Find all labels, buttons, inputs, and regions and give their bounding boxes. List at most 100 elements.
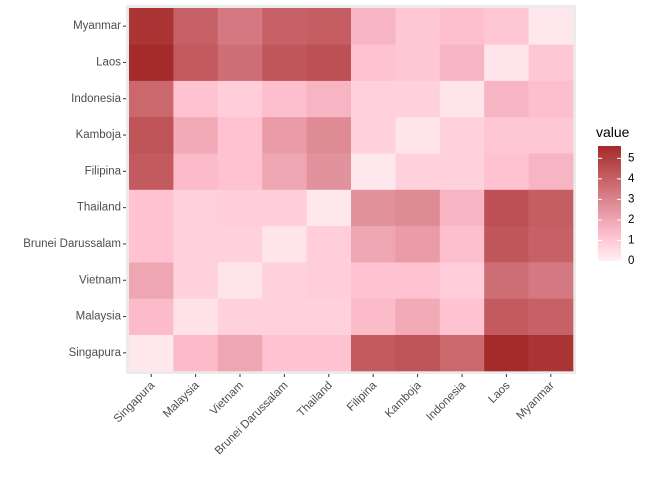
heatmap-cell-5-9: [528, 153, 574, 190]
x-tick-label: Malaysia: [161, 379, 202, 420]
legend-colorbar: [598, 146, 621, 261]
x-tick-label: Filipina: [345, 379, 380, 414]
heatmap-cell-8-9: [528, 44, 574, 81]
heatmap-cell-1-9: [528, 298, 574, 335]
heatmap-cell-9-6: [395, 8, 441, 45]
y-tick-label: Vietnam: [79, 274, 121, 286]
heatmap-cell-3-7: [439, 225, 485, 263]
heatmap-cell-8-4: [306, 44, 352, 81]
heatmap-cell-5-7: [439, 153, 485, 190]
x-tick-label: Kamboja: [383, 379, 424, 420]
heatmap-cell-9-2: [217, 8, 263, 45]
heatmap-cell-5-3: [262, 153, 307, 190]
heatmap-cell-7-2: [217, 80, 263, 118]
y-tick-label: Brunei Darussalam: [23, 238, 121, 250]
legend-title: value: [596, 124, 630, 140]
heatmap-cell-0-7: [439, 334, 485, 372]
heatmap-cell-7-3: [262, 80, 307, 118]
legend-tick-label: 2: [628, 214, 634, 226]
heatmap-cell-6-3: [262, 116, 307, 154]
heatmap-cell-0-9: [528, 334, 574, 372]
heatmap-cell-0-2: [217, 334, 263, 372]
heatmap-cell-3-1: [173, 225, 219, 263]
heatmap-cell-1-3: [262, 298, 307, 335]
heatmap-cell-7-5: [351, 80, 396, 118]
heatmap-cell-2-9: [528, 262, 574, 299]
heatmap-cell-9-1: [173, 8, 219, 45]
x-tick-label: Vietnam: [208, 380, 246, 418]
heatmap-cell-3-2: [217, 225, 263, 263]
heatmap-cell-1-4: [306, 298, 352, 335]
heatmap-cell-7-7: [439, 80, 485, 118]
heatmap-cell-5-6: [395, 153, 441, 190]
heatmap-cell-2-3: [262, 262, 307, 299]
heatmap-cell-2-1: [173, 262, 219, 299]
heatmap-cell-8-5: [351, 44, 396, 81]
heatmap-cell-4-2: [217, 189, 263, 227]
heatmap-cell-0-6: [395, 334, 441, 372]
y-tick-label: Indonesia: [71, 93, 121, 105]
heatmap-cell-4-9: [528, 189, 574, 227]
heatmap-cell-4-7: [439, 189, 485, 227]
heatmap-cell-6-1: [173, 116, 219, 154]
heatmap-cell-5-5: [351, 153, 396, 190]
legend: value 0 1 2 3 4 5: [596, 124, 635, 267]
heatmap-cell-3-0: [129, 225, 174, 263]
heatmap-cell-6-2: [217, 116, 263, 154]
heatmap-cell-2-8: [484, 262, 529, 299]
legend-tick-label: 0: [628, 255, 634, 267]
heatmap-cell-2-2: [217, 262, 263, 299]
heatmap-cell-6-5: [351, 116, 396, 154]
heatmap-cell-8-2: [217, 44, 263, 81]
x-tick-label: Thailand: [295, 380, 335, 420]
heatmap-cell-3-4: [306, 225, 352, 263]
heatmap-cell-3-3: [262, 225, 307, 263]
heatmap-cell-4-3: [262, 189, 307, 227]
heatmap-cell-8-6: [395, 44, 441, 81]
legend-tick-label: 5: [628, 152, 634, 164]
heatmap-cell-6-4: [306, 116, 352, 154]
heatmap-cell-9-3: [262, 8, 307, 45]
heatmap-cell-3-6: [395, 225, 441, 263]
heatmap-cell-5-8: [484, 153, 529, 190]
heatmap-cell-5-4: [306, 153, 352, 190]
y-tick-label: Thailand: [77, 202, 121, 214]
heatmap-cell-1-8: [484, 298, 529, 335]
heatmap-cell-0-0: [129, 334, 174, 372]
legend-ticks: 0 1 2 3 4 5: [598, 152, 635, 267]
legend-tick-label: 4: [628, 173, 635, 185]
heatmap-cell-4-0: [129, 189, 174, 227]
x-tick-label: Brunei Darussalam: [213, 380, 291, 458]
heatmap-cell-0-1: [173, 334, 219, 372]
y-tick-label: Malaysia: [76, 311, 122, 323]
heatmap-cell-1-6: [395, 298, 441, 335]
y-tick-label: Myanmar: [73, 20, 121, 32]
y-tick-label: Filipina: [85, 165, 122, 177]
heatmap-cell-8-7: [439, 44, 485, 81]
heatmap-cell-6-8: [484, 116, 529, 154]
heatmap-cell-8-1: [173, 44, 219, 81]
heatmap-cell-4-5: [351, 189, 396, 227]
x-tick-label: Myanmar: [515, 380, 557, 422]
heatmap-cell-9-9: [528, 8, 574, 45]
heatmap-cell-1-0: [129, 298, 174, 335]
heatmap-cell-6-6: [395, 116, 441, 154]
heatmap-cell-8-3: [262, 44, 307, 81]
heatmap-cell-6-7: [439, 116, 485, 154]
heatmap-cell-2-7: [439, 262, 485, 299]
heatmap-cell-7-1: [173, 80, 219, 118]
heatmap-cell-3-8: [484, 225, 529, 263]
heatmap-cell-7-0: [129, 80, 174, 118]
heatmap-cell-9-8: [484, 8, 529, 45]
heatmap-cell-7-8: [484, 80, 529, 118]
x-tick-label: Laos: [486, 379, 512, 405]
x-tick-label: Singapura: [112, 379, 158, 425]
heatmap-cell-4-8: [484, 189, 529, 227]
y-tick-label: Laos: [96, 56, 121, 68]
heatmap-cell-9-0: [129, 8, 174, 45]
heatmap-cell-6-0: [129, 116, 174, 154]
heatmap-cell-9-4: [306, 8, 352, 45]
heatmap-cell-8-0: [129, 44, 174, 81]
